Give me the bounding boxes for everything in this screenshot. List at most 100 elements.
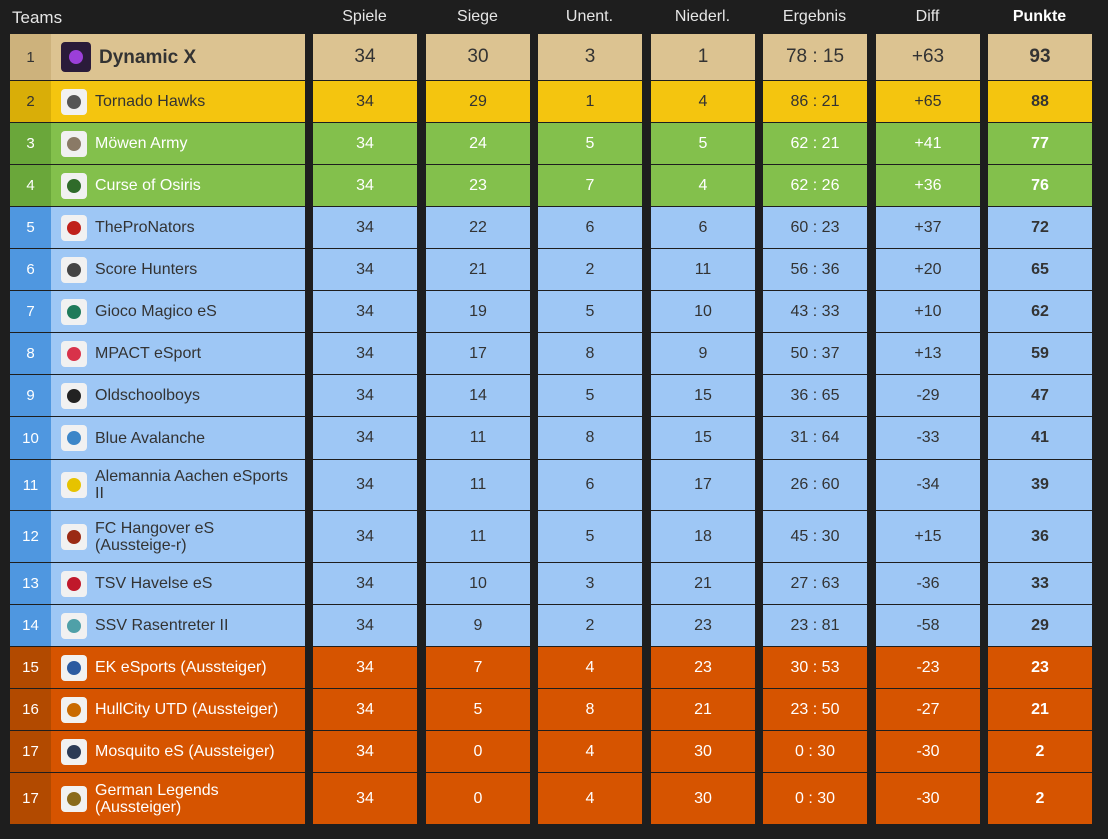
team-cell[interactable]: Score Hunters — [51, 249, 305, 290]
table-row[interactable]: 1 Dynamic X 34 30 3 1 78 : 15 +63 93 — [0, 34, 1108, 80]
spiele-cell: 34 — [313, 333, 417, 374]
ergebnis-cell: 23 : 50 — [763, 689, 867, 730]
team-cell[interactable]: EK eSports (Aussteiger) — [51, 647, 305, 688]
alemannia-aachen-logo-icon — [61, 472, 87, 498]
team-cell[interactable]: Gioco Magico eS — [51, 291, 305, 332]
niederl-cell: 11 — [651, 249, 755, 290]
blue-avalanche-logo-icon — [61, 425, 87, 451]
table-row[interactable]: 11 Alemannia Aachen eSports II 34 11 6 17 26 :… — [0, 460, 1108, 510]
siege-cell: 23 — [426, 165, 530, 206]
siege-cell: 0 — [426, 731, 530, 772]
header-spiele: Spiele — [342, 8, 387, 25]
niederl-cell: 30 — [651, 773, 755, 824]
team-cell[interactable]: HullCity UTD (Aussteiger) — [51, 689, 305, 730]
rank-cell: 10 — [10, 417, 51, 459]
team-cell[interactable]: FC Hangover eS (Aussteige-r) — [51, 511, 305, 562]
team-cell[interactable]: TheProNators — [51, 207, 305, 248]
team-cell[interactable]: MPACT eSport — [51, 333, 305, 374]
team-cell[interactable]: Curse of Osiris — [51, 165, 305, 206]
siege-cell: 9 — [426, 605, 530, 646]
punkte-cell: 65 — [988, 249, 1092, 290]
table-row[interactable]: 6 Score Hunters 34 21 2 11 56 : 36 +20 65 — [0, 249, 1108, 290]
siege-cell: 30 — [426, 34, 530, 80]
niederl-cell: 4 — [651, 81, 755, 122]
table-row[interactable]: 14 SSV Rasentreter II 34 9 2 23 23 : 81 -58 29 — [0, 605, 1108, 646]
niederl-cell: 10 — [651, 291, 755, 332]
team-cell[interactable]: TSV Havelse eS — [51, 563, 305, 604]
rank-cell: 15 — [10, 647, 51, 688]
header-ergebnis: Ergebnis — [782, 8, 847, 25]
spiele-cell: 34 — [313, 605, 417, 646]
team-name: HullCity UTD (Aussteiger) — [95, 701, 279, 718]
unent-cell: 6 — [538, 460, 642, 510]
punkte-cell: 36 — [988, 511, 1092, 562]
german-legends-logo-icon — [61, 785, 87, 812]
rank-cell: 16 — [10, 689, 51, 730]
team-cell[interactable]: SSV Rasentreter II — [51, 605, 305, 646]
punkte-cell: 93 — [988, 34, 1092, 80]
team-name: Tornado Hawks — [95, 93, 206, 110]
table-row[interactable]: 9 Oldschoolboys 34 14 5 15 36 : 65 -29 47 — [0, 375, 1108, 416]
ergebnis-cell: 0 : 30 — [763, 731, 867, 772]
unent-cell: 5 — [538, 291, 642, 332]
team-cell[interactable]: Blue Avalanche — [51, 417, 305, 459]
ergebnis-cell: 27 : 63 — [763, 563, 867, 604]
table-row[interactable]: 12 FC Hangover eS (Aussteige-r) 34 11 5 18 45 … — [0, 511, 1108, 562]
oldschoolboys-logo-icon — [61, 382, 87, 409]
ergebnis-cell: 36 : 65 — [763, 375, 867, 416]
spiele-cell: 34 — [313, 207, 417, 248]
unent-cell: 2 — [538, 249, 642, 290]
punkte-cell: 62 — [988, 291, 1092, 332]
ergebnis-cell: 56 : 36 — [763, 249, 867, 290]
table-row[interactable]: 4 Curse of Osiris 34 23 7 4 62 : 26 +36 76 — [0, 165, 1108, 206]
diff-cell: -29 — [876, 375, 980, 416]
siege-cell: 7 — [426, 647, 530, 688]
table-row[interactable]: 13 TSV Havelse eS 34 10 3 21 27 : 63 -36 33 — [0, 563, 1108, 604]
table-row[interactable]: 2 Tornado Hawks 34 29 1 4 86 : 21 +65 88 — [0, 81, 1108, 122]
unent-cell: 7 — [538, 165, 642, 206]
team-cell[interactable]: Oldschoolboys — [51, 375, 305, 416]
table-row[interactable]: 7 Gioco Magico eS 34 19 5 10 43 : 33 +10 62 — [0, 291, 1108, 332]
spiele-cell: 34 — [313, 291, 417, 332]
score-hunters-logo-icon — [61, 256, 87, 283]
rank-cell: 6 — [10, 249, 51, 290]
niederl-cell: 5 — [651, 123, 755, 164]
niederl-cell: 18 — [651, 511, 755, 562]
table-row[interactable]: 17 Mosquito eS (Aussteiger) 34 0 4 30 0 : 30 -3… — [0, 731, 1108, 772]
ergebnis-cell: 60 : 23 — [763, 207, 867, 248]
rank-cell: 11 — [10, 460, 51, 510]
team-cell[interactable]: Dynamic X — [51, 34, 305, 80]
table-row[interactable]: 17 German Legends (Aussteiger) 34 0 4 30 0 : 3… — [0, 773, 1108, 824]
ergebnis-cell: 62 : 26 — [763, 165, 867, 206]
table-row[interactable]: 8 MPACT eSport 34 17 8 9 50 : 37 +13 59 — [0, 333, 1108, 374]
team-cell[interactable]: German Legends (Aussteiger) — [51, 773, 305, 824]
punkte-cell: 41 — [988, 417, 1092, 459]
moewen-army-logo-icon — [61, 130, 87, 157]
siege-cell: 11 — [426, 417, 530, 459]
unent-cell: 8 — [538, 333, 642, 374]
table-row[interactable]: 5 TheProNators 34 22 6 6 60 : 23 +37 72 — [0, 207, 1108, 248]
team-cell[interactable]: Mosquito eS (Aussteiger) — [51, 731, 305, 772]
fc-hangover-logo-icon — [61, 523, 87, 550]
siege-cell: 5 — [426, 689, 530, 730]
table-row[interactable]: 3 Möwen Army 34 24 5 5 62 : 21 +41 77 — [0, 123, 1108, 164]
header-siege: Siege — [457, 8, 498, 25]
table-row[interactable]: 15 EK eSports (Aussteiger) 34 7 4 23 30 : 53 -2… — [0, 647, 1108, 688]
punkte-cell: 2 — [988, 731, 1092, 772]
diff-cell: +41 — [876, 123, 980, 164]
punkte-cell: 77 — [988, 123, 1092, 164]
team-name: Blue Avalanche — [95, 429, 206, 447]
spiele-cell: 34 — [313, 249, 417, 290]
team-cell[interactable]: Möwen Army — [51, 123, 305, 164]
siege-cell: 14 — [426, 375, 530, 416]
diff-cell: +20 — [876, 249, 980, 290]
unent-cell: 8 — [538, 417, 642, 459]
team-cell[interactable]: Tornado Hawks — [51, 81, 305, 122]
table-row[interactable]: 10 Blue Avalanche 34 11 8 15 31 : 64 -33 41 — [0, 417, 1108, 459]
siege-cell: 19 — [426, 291, 530, 332]
table-row[interactable]: 16 HullCity UTD (Aussteiger) 34 5 8 21 23 : 50… — [0, 689, 1108, 730]
unent-cell: 2 — [538, 605, 642, 646]
spiele-cell: 34 — [313, 731, 417, 772]
ergebnis-cell: 31 : 64 — [763, 417, 867, 459]
team-cell[interactable]: Alemannia Aachen eSports II — [51, 460, 305, 510]
